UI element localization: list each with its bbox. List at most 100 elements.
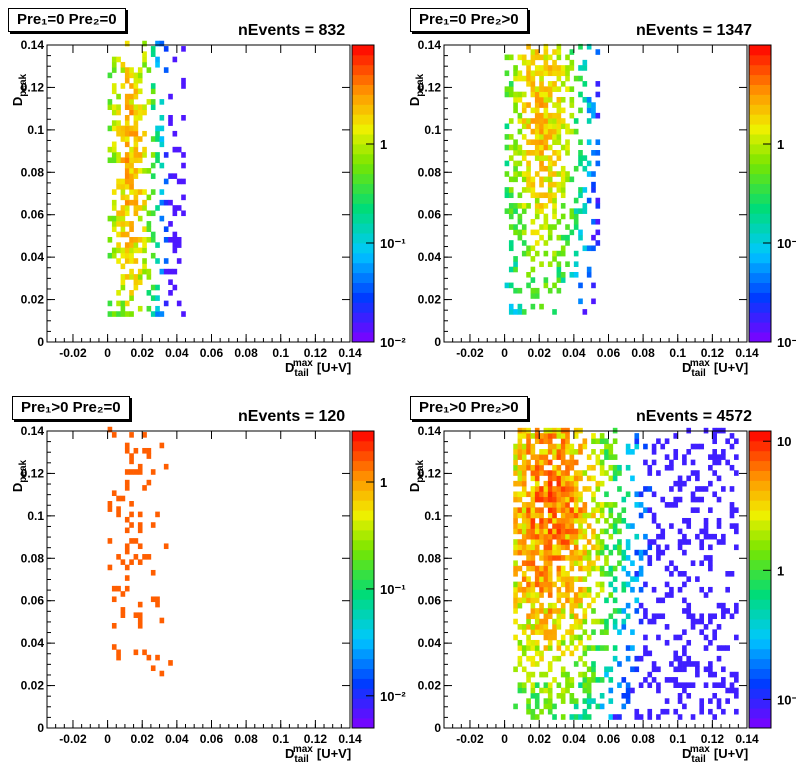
heatmap-cell (534, 698, 540, 704)
heatmap-cell (578, 597, 583, 604)
heatmap-cell (111, 221, 117, 227)
heatmap-cell (591, 449, 596, 455)
color-scale-band (352, 490, 374, 501)
heatmap-cell (547, 703, 553, 710)
heatmap-cell (530, 49, 536, 55)
color-scale-band (352, 193, 374, 204)
heatmap-cell (124, 99, 130, 105)
heatmap-cell (137, 115, 143, 121)
x-tick-label: 0.12 (701, 346, 725, 360)
heatmap-cell (651, 517, 657, 524)
heatmap-cell (569, 692, 575, 699)
heatmap-cell (547, 692, 553, 699)
heatmap-cell (116, 290, 121, 296)
heatmap-cell (729, 502, 735, 508)
heatmap-cell (690, 491, 696, 498)
heatmap-cell (573, 634, 579, 641)
heatmap-cell (539, 464, 544, 471)
heatmap-cell (168, 236, 173, 243)
heatmap-cell (534, 208, 540, 214)
heatmap-cell (530, 539, 536, 545)
heatmap-cell (129, 178, 134, 185)
heatmap-cell (586, 464, 592, 471)
heatmap-cell (647, 560, 653, 567)
heatmap-cell (129, 226, 134, 232)
heatmap-cell (163, 463, 169, 470)
heatmap-cell (543, 491, 549, 498)
color-scale-band (749, 104, 771, 115)
heatmap-cell (137, 168, 143, 174)
heatmap-cell (530, 91, 536, 98)
heatmap-cell (547, 224, 553, 230)
heatmap-cell (712, 692, 717, 699)
heatmap-cell (517, 454, 523, 460)
heatmap-cell (124, 242, 130, 248)
heatmap-cell (517, 203, 523, 209)
heatmap-cell (651, 586, 657, 593)
heatmap-cell (643, 677, 648, 683)
heatmap-cell (137, 527, 143, 534)
heatmap-cell (591, 433, 596, 439)
heatmap-cell (530, 491, 536, 498)
heatmap-cell (552, 581, 557, 588)
heatmap-cell (539, 549, 544, 556)
heatmap-cell (556, 86, 562, 92)
heatmap-cell (142, 263, 147, 270)
heatmap-cell (664, 624, 670, 630)
heatmap-cell (621, 618, 627, 625)
heatmap-cell (612, 454, 618, 460)
heatmap-cell (721, 486, 726, 492)
heatmap-cell (107, 501, 113, 507)
heatmap-cell (526, 581, 531, 588)
heatmap-cell (107, 300, 113, 307)
heatmap-cell (612, 464, 618, 471)
heatmap-cell (586, 266, 592, 273)
heatmap-cell (578, 475, 583, 482)
heatmap-cell (150, 596, 156, 603)
heatmap-cell (569, 613, 575, 620)
heatmap-cell (124, 120, 130, 126)
heatmap-cell (608, 464, 614, 471)
heatmap-cell (569, 65, 575, 71)
color-scale-band (352, 718, 374, 729)
heatmap-cell (150, 152, 156, 158)
heatmap-cell (543, 43, 549, 50)
heatmap-cell (578, 192, 583, 199)
heatmap-cell (530, 597, 536, 604)
heatmap-cell (133, 77, 139, 84)
heatmap-cell (133, 141, 139, 148)
heatmap-cell (690, 443, 696, 450)
heatmap-cell (569, 528, 575, 535)
heatmap-cell (137, 279, 143, 286)
heatmap-cell (586, 271, 592, 278)
heatmap-cell (591, 512, 596, 519)
heatmap-cell (534, 629, 540, 635)
heatmap-cell (124, 543, 130, 550)
heatmap-cell (116, 495, 121, 502)
heatmap-cell (547, 91, 553, 98)
heatmap-cell (172, 130, 178, 137)
heatmap-cell (708, 586, 713, 593)
heatmap-cell (146, 168, 152, 174)
heatmap-cell (682, 454, 687, 460)
heatmap-cell (534, 102, 540, 108)
color-scale-band (352, 539, 374, 551)
heatmap-cell (591, 597, 596, 604)
heatmap-cell (163, 300, 169, 307)
heatmap-cell (124, 104, 130, 111)
heatmap-cell (543, 480, 549, 487)
heatmap-cell (591, 528, 596, 535)
heatmap-cell (150, 295, 156, 301)
heatmap-cell (543, 560, 549, 567)
heatmap-cell (539, 523, 544, 529)
heatmap-cell (552, 449, 557, 455)
color-scale-band (352, 114, 374, 125)
heatmap-cell (595, 555, 601, 561)
heatmap-cell (638, 602, 644, 609)
heatmap-cell (111, 585, 117, 592)
heatmap-cell (539, 433, 544, 439)
heatmap-cell (552, 59, 557, 66)
heatmap-cell (617, 682, 622, 688)
heatmap-cell (163, 199, 169, 206)
y-tick-label: 0.06 (21, 208, 45, 222)
